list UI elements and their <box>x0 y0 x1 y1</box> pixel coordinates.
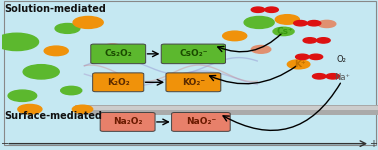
Text: CsO₂⁻: CsO₂⁻ <box>179 49 208 58</box>
Circle shape <box>309 54 323 60</box>
FancyBboxPatch shape <box>100 112 155 131</box>
Circle shape <box>307 21 321 26</box>
Polygon shape <box>75 105 378 110</box>
Circle shape <box>296 54 309 60</box>
Circle shape <box>8 90 37 101</box>
Circle shape <box>265 7 278 12</box>
Circle shape <box>251 45 271 53</box>
Text: KO₂⁻: KO₂⁻ <box>182 78 205 87</box>
Circle shape <box>55 24 80 33</box>
Text: K⁺: K⁺ <box>294 60 305 69</box>
Circle shape <box>0 33 39 51</box>
Circle shape <box>251 7 265 12</box>
Circle shape <box>72 105 93 113</box>
Text: NaO₂⁻: NaO₂⁻ <box>186 117 216 126</box>
Circle shape <box>273 27 294 36</box>
Text: Surface-mediated: Surface-mediated <box>5 111 103 122</box>
FancyBboxPatch shape <box>4 2 376 145</box>
Text: Na⁺: Na⁺ <box>334 73 350 82</box>
Circle shape <box>44 46 68 56</box>
Text: K₂O₂: K₂O₂ <box>107 78 130 87</box>
Circle shape <box>318 20 336 28</box>
Circle shape <box>275 15 299 24</box>
Circle shape <box>294 21 307 26</box>
FancyBboxPatch shape <box>93 73 144 92</box>
Circle shape <box>61 86 82 95</box>
Text: Na₂O₂: Na₂O₂ <box>113 117 143 126</box>
Circle shape <box>326 74 339 79</box>
Text: Cs₂O₂: Cs₂O₂ <box>104 49 132 58</box>
Circle shape <box>223 31 247 41</box>
Circle shape <box>103 44 122 52</box>
Circle shape <box>303 38 317 43</box>
Text: +: + <box>369 139 377 149</box>
Text: Cs⁺: Cs⁺ <box>277 27 293 36</box>
Circle shape <box>244 16 274 28</box>
Circle shape <box>317 38 330 43</box>
Text: −: − <box>1 139 9 149</box>
Circle shape <box>313 74 326 79</box>
Circle shape <box>73 16 103 28</box>
Text: Solution-mediated: Solution-mediated <box>5 4 107 14</box>
Text: O₂: O₂ <box>337 55 347 64</box>
Circle shape <box>18 104 42 114</box>
FancyBboxPatch shape <box>172 112 230 131</box>
Circle shape <box>23 65 59 79</box>
Polygon shape <box>75 110 378 115</box>
FancyBboxPatch shape <box>166 73 221 92</box>
FancyBboxPatch shape <box>161 44 226 64</box>
FancyBboxPatch shape <box>91 44 146 64</box>
Circle shape <box>287 60 310 69</box>
